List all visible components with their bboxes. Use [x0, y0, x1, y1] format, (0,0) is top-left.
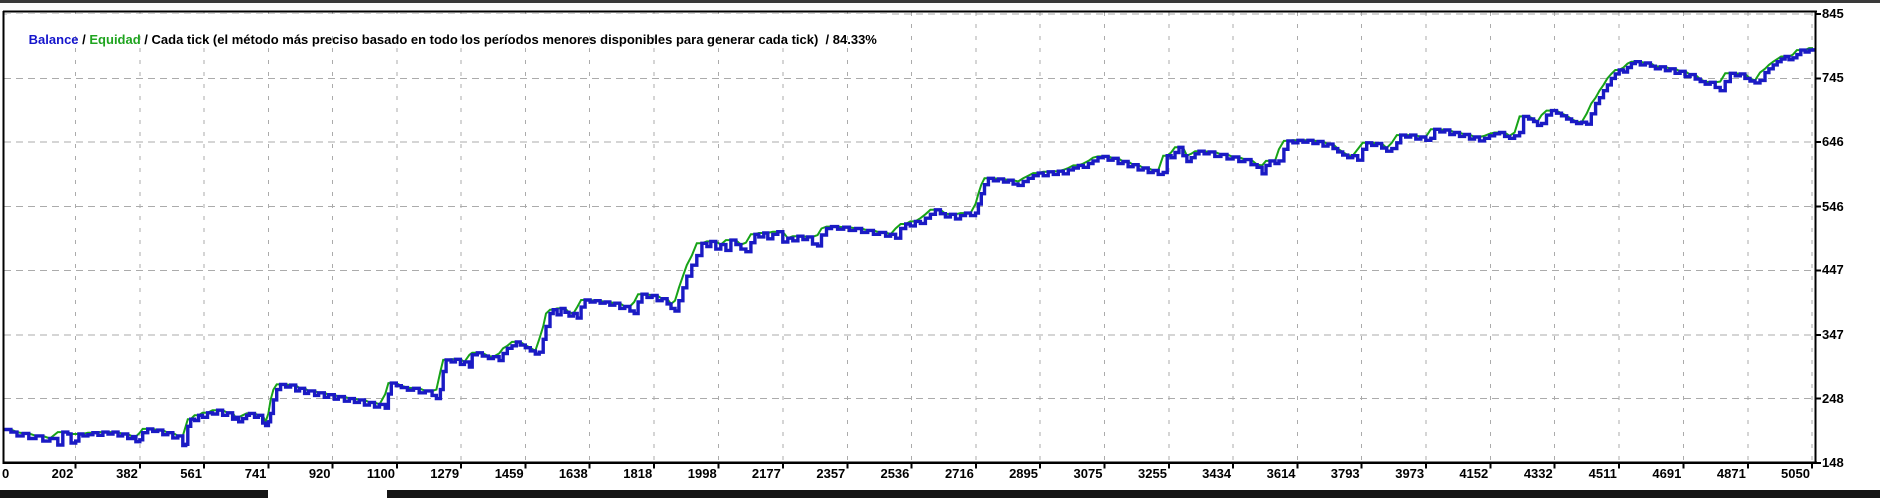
- y-axis-label: 845: [1822, 6, 1844, 21]
- x-axis-label: 4691: [1652, 466, 1682, 481]
- x-axis-label: 1818: [623, 466, 653, 481]
- balance-legend: Balance: [28, 32, 79, 47]
- y-axis-label: 546: [1822, 198, 1844, 214]
- x-axis-label: 2536: [880, 466, 910, 481]
- bottom-panel-edge-right: [387, 490, 1880, 498]
- model-quality-percent: 84.33%: [832, 32, 877, 47]
- x-axis-label: 3973: [1395, 466, 1425, 481]
- header-sep2: /: [140, 32, 152, 47]
- x-axis-label: 741: [244, 466, 267, 481]
- y-axis-label: 347: [1822, 326, 1844, 342]
- x-axis-label: 1998: [687, 466, 717, 481]
- equity-legend: Equidad: [89, 32, 141, 47]
- x-axis-label: 0: [2, 466, 10, 481]
- x-axis-label: 3075: [1073, 466, 1103, 481]
- x-axis-label: 920: [308, 466, 331, 481]
- x-axis-label: 2357: [816, 466, 846, 481]
- y-axis-label: 646: [1822, 134, 1844, 150]
- x-axis-label: 2895: [1009, 466, 1038, 481]
- x-axis-label: 1100: [366, 466, 396, 481]
- bottom-panel-edge-left: [0, 490, 268, 498]
- y-axis-label: 248: [1822, 390, 1844, 406]
- x-axis-label: 3793: [1330, 466, 1360, 481]
- x-axis-label: 561: [180, 466, 202, 481]
- y-axis-label: 745: [1822, 70, 1844, 86]
- chart-header: Balance / Equidad / Cada tick (el método…: [7, 14, 887, 47]
- x-axis-label: 4152: [1459, 466, 1489, 481]
- y-axis-label: 447: [1822, 262, 1844, 278]
- x-axis-label: 3255: [1138, 466, 1167, 481]
- header-sep3: /: [818, 32, 833, 47]
- x-axis-label: 3614: [1266, 466, 1296, 481]
- x-axis-label: 2716: [944, 466, 974, 481]
- x-axis-label: 4511: [1588, 466, 1617, 481]
- header-sep1: /: [78, 32, 90, 47]
- x-axis-label: 3434: [1202, 466, 1232, 481]
- x-axis-label: 382: [116, 466, 138, 481]
- x-axis-label: 4332: [1523, 466, 1553, 481]
- x-axis-label: 4871: [1716, 466, 1746, 481]
- x-axis-label: 5050: [1781, 466, 1810, 481]
- y-axis-label: 148: [1822, 455, 1844, 470]
- x-axis-label: 1459: [494, 466, 524, 481]
- model-description: Cada tick (el método más preciso basado …: [151, 32, 819, 47]
- x-axis-label: 2177: [751, 466, 781, 481]
- x-axis-label: 1638: [558, 466, 588, 481]
- x-axis-label: 1279: [430, 466, 460, 481]
- x-axis-label: 202: [51, 466, 74, 481]
- top-border-line: [0, 0, 1880, 3]
